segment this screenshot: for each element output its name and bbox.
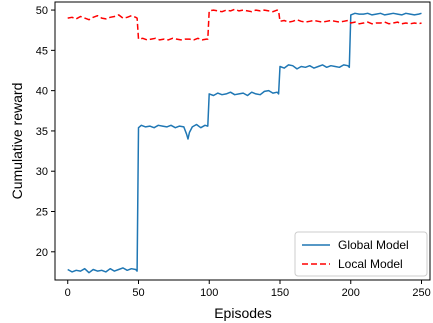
y-tick-label: 45 [36, 45, 48, 57]
y-tick-label: 40 [36, 86, 48, 98]
plot-area-frame [54, 1, 431, 281]
y-tick-label: 35 [36, 126, 48, 138]
legend-label-global-model: Global Model [338, 238, 409, 252]
y-tick-label: 50 [36, 5, 48, 17]
y-axis-ticks: 20 25 30 35 40 45 50 [36, 5, 55, 259]
x-axis-ticks: 0 50 100 150 200 250 [65, 280, 431, 299]
x-tick-label: 50 [132, 287, 144, 299]
series-lines [67, 8, 422, 274]
legend-box [294, 231, 428, 277]
y-tick-label: 20 [36, 247, 48, 259]
y-axis-label: Cumulative reward [9, 83, 25, 200]
global-model-line [67, 12, 422, 274]
legend: Global Model Local Model [294, 231, 428, 277]
y-tick-label: 30 [36, 166, 48, 178]
legend-label-local-model: Local Model [338, 257, 403, 271]
x-tick-label: 200 [342, 287, 360, 299]
local-model-line [67, 8, 422, 41]
y-tick-label: 25 [36, 207, 48, 219]
x-axis-label: Episodes [214, 305, 272, 321]
x-tick-label: 150 [271, 287, 289, 299]
x-tick-label: 250 [412, 287, 430, 299]
x-tick-label: 100 [200, 287, 218, 299]
x-tick-label: 0 [65, 287, 71, 299]
